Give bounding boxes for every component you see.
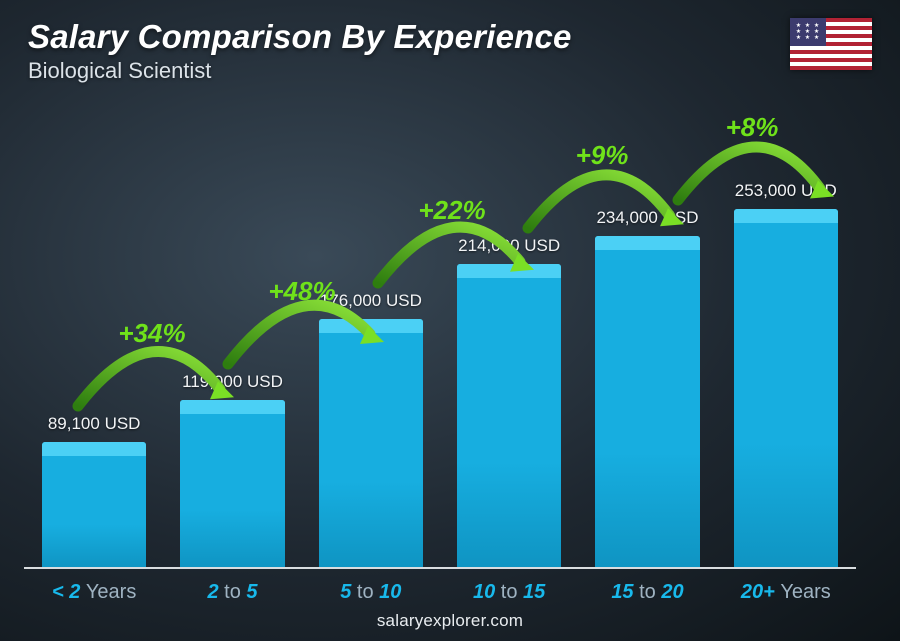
bars-area: 89,100 USD< 2 Years119,000 USD2 to 5176,… — [24, 99, 856, 569]
bar-column: 253,000 USD20+ Years — [724, 99, 848, 569]
bar-x-label: 2 to 5 — [170, 581, 294, 604]
bar-x-label: 20+ Years — [724, 581, 848, 604]
bar-column: 89,100 USD< 2 Years — [32, 99, 156, 569]
bar-x-label: < 2 Years — [32, 581, 156, 604]
bar — [319, 319, 423, 569]
bar-column: 234,000 USD15 to 20 — [585, 99, 709, 569]
bar-x-label: 10 to 15 — [447, 581, 571, 604]
bar-value-label: 176,000 USD — [309, 291, 433, 311]
bar-value-label: 253,000 USD — [724, 181, 848, 201]
chart-title: Salary Comparison By Experience — [28, 18, 572, 56]
bar-value-label: 119,000 USD — [170, 372, 294, 392]
footer-credit: salaryexplorer.com — [0, 611, 900, 631]
bar-x-label: 15 to 20 — [585, 581, 709, 604]
bar — [734, 209, 838, 569]
chart-header: Salary Comparison By Experience Biologic… — [28, 18, 572, 84]
bar-column: 119,000 USD2 to 5 — [170, 99, 294, 569]
bar — [180, 400, 284, 569]
bar — [457, 264, 561, 569]
bar-value-label: 89,100 USD — [32, 414, 156, 434]
bar — [42, 442, 146, 569]
country-flag-us: ★ ★ ★ ★ ★ ★ ★ ★ ★ — [790, 18, 872, 70]
bar-column: 176,000 USD5 to 10 — [309, 99, 433, 569]
bar-x-label: 5 to 10 — [309, 581, 433, 604]
bar-column: 214,000 USD10 to 15 — [447, 99, 571, 569]
bar-value-label: 234,000 USD — [585, 208, 709, 228]
salary-by-experience-chart: Salary Comparison By Experience Biologic… — [0, 0, 900, 641]
chart-baseline — [24, 567, 856, 569]
bar-value-label: 214,000 USD — [447, 236, 571, 256]
chart-subtitle: Biological Scientist — [28, 58, 572, 84]
bar — [595, 236, 699, 569]
